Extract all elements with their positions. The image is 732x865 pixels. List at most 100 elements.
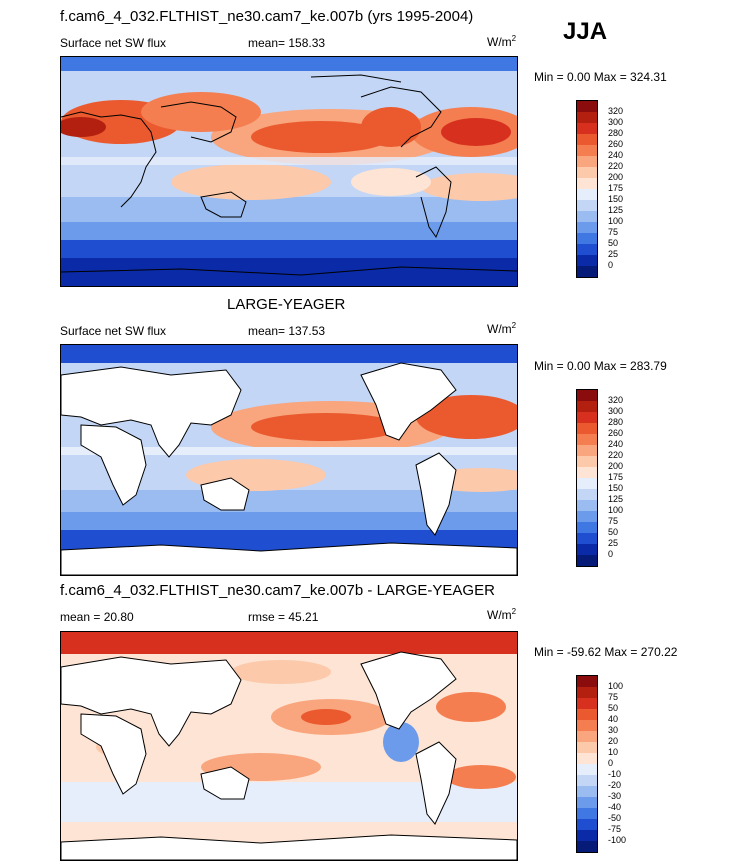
colorbar-swatch <box>577 233 597 244</box>
colorbar-tick-label: 260 <box>608 139 624 149</box>
colorbar-tick-label: 260 <box>608 428 624 438</box>
colorbar-tick-label: -20 <box>608 780 622 790</box>
colorbar-tick-label: 300 <box>608 406 624 416</box>
panel3-rmse-label: rmse = 45.21 <box>248 610 319 624</box>
colorbar-tick-label: 240 <box>608 439 624 449</box>
colorbar-swatch <box>577 156 597 167</box>
colorbar-tick-label: 150 <box>608 194 624 204</box>
colorbar-tick-label: 75 <box>608 692 619 702</box>
colorbar-tick-label: 75 <box>608 516 619 526</box>
colorbar-swatch <box>577 211 597 222</box>
panel2-title: LARGE-YEAGER <box>227 296 346 313</box>
colorbar-swatch <box>577 467 597 478</box>
colorbar-swatch <box>577 456 597 467</box>
colorbar-swatch <box>577 167 597 178</box>
colorbar-swatch <box>577 255 597 266</box>
colorbar-swatch <box>577 687 597 698</box>
colorbar-swatch <box>577 764 597 775</box>
colorbar-swatch <box>577 101 597 112</box>
panel2-colorbar-swatches <box>576 389 598 567</box>
colorbar-swatch <box>577 123 597 134</box>
colorbar-swatch <box>577 522 597 533</box>
colorbar-swatch <box>577 808 597 819</box>
colorbar-swatch <box>577 731 597 742</box>
panel1-colorbar-swatches <box>576 100 598 278</box>
panel2-units-label: W/m2 <box>487 321 517 336</box>
colorbar-tick-label: 125 <box>608 205 624 215</box>
colorbar-tick-label: 320 <box>608 395 624 405</box>
colorbar-tick-label: 50 <box>608 527 619 537</box>
colorbar-swatch <box>577 145 597 156</box>
panel1-units-label: W/m2 <box>487 34 517 49</box>
colorbar-tick-label: 10 <box>608 747 619 757</box>
colorbar-swatch <box>577 445 597 456</box>
panel3-minmax-label: Min = -59.62 Max = 270.22 <box>534 645 678 659</box>
panel1-map <box>60 56 518 287</box>
colorbar-tick-label: 280 <box>608 128 624 138</box>
colorbar-tick-label: 100 <box>608 681 624 691</box>
colorbar-swatch <box>577 401 597 412</box>
colorbar-swatch <box>577 434 597 445</box>
colorbar-swatch <box>577 390 597 401</box>
colorbar-tick-label: 175 <box>608 472 624 482</box>
colorbar-tick-label: 300 <box>608 117 624 127</box>
colorbar-tick-label: 0 <box>608 758 614 768</box>
panel3-map <box>60 631 518 861</box>
colorbar-tick-label: 25 <box>608 538 619 548</box>
panel2-map <box>60 344 518 576</box>
colorbar-swatch <box>577 222 597 233</box>
colorbar-swatch <box>577 786 597 797</box>
colorbar-swatch <box>577 720 597 731</box>
colorbar-swatch <box>577 544 597 555</box>
panel2-mean-label: mean= 137.53 <box>248 324 326 338</box>
colorbar-tick-label: 0 <box>608 549 614 559</box>
colorbar-swatch <box>577 775 597 786</box>
colorbar-tick-label: 320 <box>608 106 624 116</box>
colorbar-swatch <box>577 423 597 434</box>
colorbar-tick-label: -10 <box>608 769 622 779</box>
colorbar-tick-label: 75 <box>608 227 619 237</box>
colorbar-swatch <box>577 676 597 687</box>
colorbar-tick-label: 25 <box>608 249 619 259</box>
colorbar-tick-label: 125 <box>608 494 624 504</box>
panel3-mean-label: mean = 20.80 <box>60 610 134 624</box>
colorbar-swatch <box>577 830 597 841</box>
colorbar-tick-label: 50 <box>608 238 619 248</box>
colorbar-swatch <box>577 244 597 255</box>
colorbar-tick-label: 200 <box>608 461 624 471</box>
panel2-variable-label: Surface net SW flux <box>60 324 167 338</box>
colorbar-tick-label: -40 <box>608 802 622 812</box>
panel1-title: f.cam6_4_032.FLTHIST_ne30.cam7_ke.007b (… <box>60 8 474 25</box>
colorbar-swatch <box>577 841 597 852</box>
colorbar-tick-label: 100 <box>608 216 624 226</box>
panel3-title: f.cam6_4_032.FLTHIST_ne30.cam7_ke.007b -… <box>60 582 495 599</box>
colorbar-tick-label: 240 <box>608 150 624 160</box>
colorbar-swatch <box>577 134 597 145</box>
colorbar-swatch <box>577 797 597 808</box>
colorbar-swatch <box>577 555 597 566</box>
panel1-minmax-label: Min = 0.00 Max = 324.31 <box>534 70 667 84</box>
panel3-colorbar-swatches <box>576 675 598 853</box>
colorbar-swatch <box>577 500 597 511</box>
colorbar-tick-label: 20 <box>608 736 619 746</box>
colorbar-tick-label: -50 <box>608 813 622 823</box>
colorbar-tick-label: 280 <box>608 417 624 427</box>
colorbar-swatch <box>577 200 597 211</box>
colorbar-swatch <box>577 478 597 489</box>
colorbar-tick-label: 40 <box>608 714 619 724</box>
colorbar-swatch <box>577 489 597 500</box>
colorbar-tick-label: 175 <box>608 183 624 193</box>
colorbar-tick-label: 200 <box>608 172 624 182</box>
colorbar-swatch <box>577 178 597 189</box>
colorbar-tick-label: 30 <box>608 725 619 735</box>
colorbar-swatch <box>577 709 597 720</box>
colorbar-swatch <box>577 112 597 123</box>
colorbar-tick-label: -100 <box>608 835 627 845</box>
colorbar-swatch <box>577 412 597 423</box>
colorbar-swatch <box>577 189 597 200</box>
colorbar-tick-label: -30 <box>608 791 622 801</box>
colorbar-tick-label: 150 <box>608 483 624 493</box>
colorbar-swatch <box>577 742 597 753</box>
panel3-units-label: W/m2 <box>487 607 517 622</box>
colorbar-swatch <box>577 511 597 522</box>
